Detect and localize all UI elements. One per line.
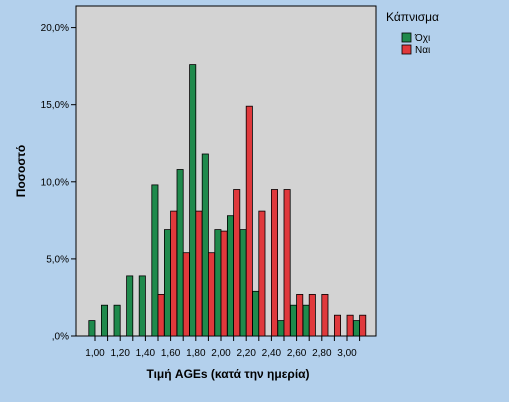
bar-series-1 <box>258 210 266 337</box>
bar-series-0 <box>113 304 121 337</box>
x-tick-label: 1,20 <box>110 348 130 359</box>
bar-series-0 <box>252 290 260 337</box>
legend-label-series-1: Ναι <box>415 45 430 56</box>
x-axis-title: Τιμή AGEs (κατά την ημερία) <box>146 367 309 381</box>
bar-series-1 <box>270 189 278 337</box>
bar-series-0 <box>352 320 360 337</box>
bar-series-0 <box>151 184 159 337</box>
bar-series-1 <box>170 210 178 337</box>
bar-series-0 <box>176 169 184 337</box>
x-tick-label: 1,60 <box>161 348 181 359</box>
bar-series-0 <box>126 275 134 337</box>
bar-series-1 <box>346 314 354 337</box>
bar-series-1 <box>308 293 316 337</box>
legend-label-series-0: Όχι <box>414 33 430 44</box>
bar-series-0 <box>239 229 247 337</box>
bar-series-0 <box>101 304 109 337</box>
x-tick-label: 2,20 <box>236 348 256 359</box>
bar-series-0 <box>189 64 197 337</box>
bar-series-1 <box>359 314 367 337</box>
bar-series-1 <box>333 314 341 337</box>
bar-series-1 <box>296 293 304 337</box>
x-tick-label: 2,40 <box>262 348 282 359</box>
x-tick-label: 1,00 <box>85 348 105 359</box>
bar-series-0 <box>289 304 297 337</box>
legend-title: Κάπνισμα <box>386 10 439 24</box>
y-tick-label: 20,0% <box>41 23 69 34</box>
bar-series-1 <box>157 293 165 337</box>
bar-series-0 <box>214 229 222 337</box>
bar-series-1 <box>233 189 241 337</box>
y-tick-label: 10,0% <box>41 177 69 188</box>
bar-series-0 <box>226 215 234 337</box>
bar-series-1 <box>182 252 190 337</box>
x-tick-label: 3,00 <box>337 348 357 359</box>
x-tick-label: 1,40 <box>136 348 156 359</box>
x-tick-label: 2,60 <box>287 348 307 359</box>
x-tick-label: 1,80 <box>186 348 206 359</box>
bar-series-1 <box>245 105 253 337</box>
bar-series-0 <box>201 153 209 337</box>
x-tick-label: 2,80 <box>312 348 332 359</box>
bars-group <box>88 64 367 337</box>
legend-swatch-series-0 <box>401 32 412 43</box>
bar-series-0 <box>138 275 146 337</box>
bar-series-0 <box>88 320 96 337</box>
y-tick-label: 5,0% <box>46 254 69 265</box>
y-tick-label: ,0% <box>52 332 69 343</box>
bar-series-0 <box>302 304 310 337</box>
bar-series-1 <box>321 293 329 337</box>
y-axis: ,0% 5,0% 10,0% 15,0% 20,0% <box>41 23 76 343</box>
bar-series-1 <box>195 210 203 337</box>
y-tick-label: 15,0% <box>41 100 69 111</box>
x-axis: 1,00 1,20 1,40 1,60 1,80 2,00 2,20 2,40 2,60 2,80… <box>85 336 361 359</box>
bar-series-1 <box>207 252 215 337</box>
legend: Κάπνισμα Όχι Ναι <box>386 10 439 56</box>
bar-series-1 <box>220 230 228 337</box>
legend-swatch-series-1 <box>401 44 412 55</box>
x-tick-label: 2,00 <box>211 348 231 359</box>
bar-series-0 <box>277 320 285 337</box>
bar-series-1 <box>283 189 291 337</box>
bar-series-0 <box>163 229 171 337</box>
y-axis-title: Ποσοστό <box>14 145 28 197</box>
